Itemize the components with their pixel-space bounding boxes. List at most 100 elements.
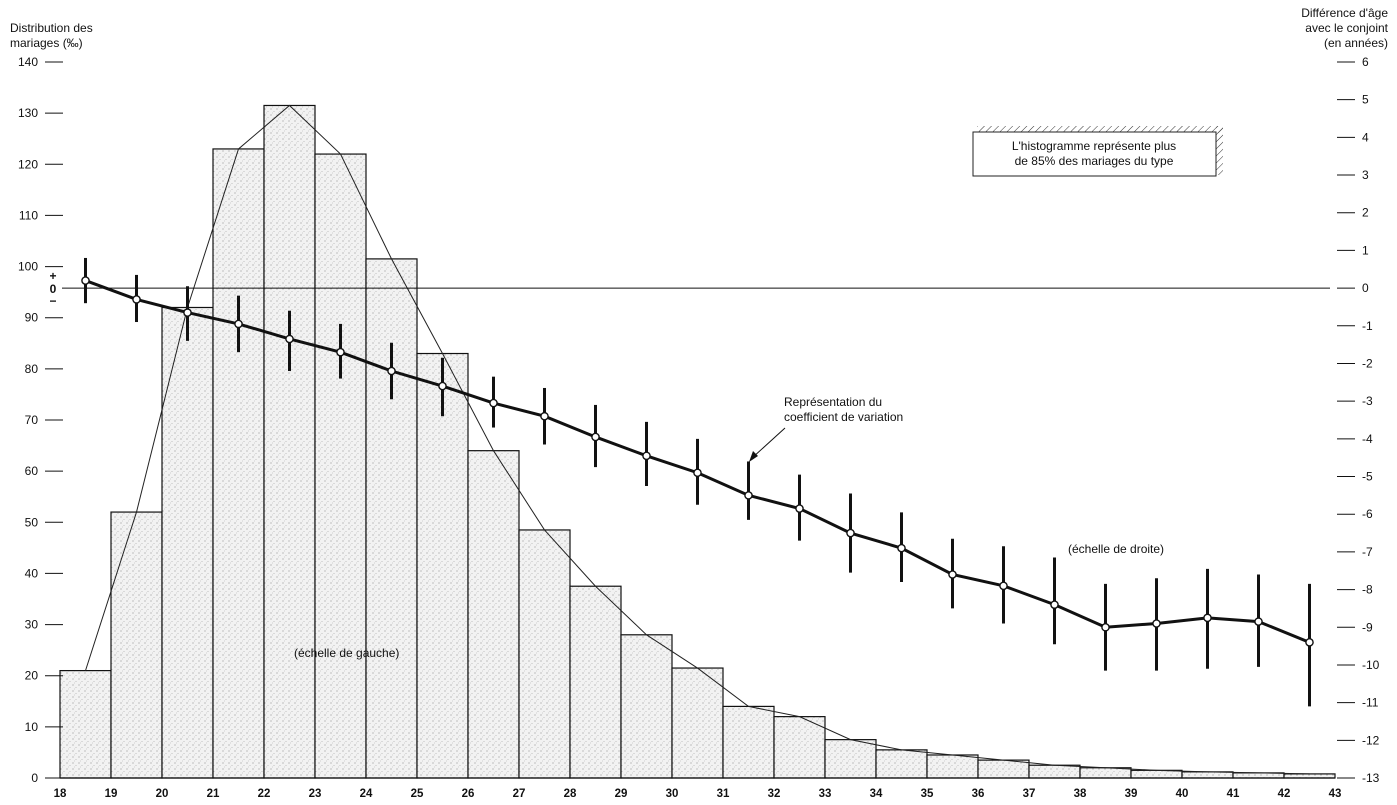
age-difference-point [285,334,294,344]
left-axis-label: Distribution des mariages (‰) [10,21,93,50]
right-axis-tick-label: -7 [1362,545,1373,559]
x-axis-tick-label: 28 [564,788,577,800]
x-axis-tick-label: 36 [972,788,985,800]
x-axis-tick-label: 22 [258,788,271,800]
right-axis-label-line-3: (en années) [1324,36,1388,50]
histogram-bar [722,705,775,779]
right-axis: 6 5 4 3 2 1 0 -1 -2 -3 -4 -5 -6 -7 -8 -9 -10 -11 -12 -13 [1337,55,1380,785]
histogram-bar [314,153,367,779]
zero-marker-minus: − [49,294,56,308]
age-difference-point [591,432,600,442]
right-axis-tick-label: 0 [1362,281,1369,295]
frequency-polygon [85,104,1310,775]
legend-hatch-right [1216,126,1223,175]
legend-box: L'histogramme représente plus de 85% des… [972,126,1223,177]
x-axis-tick-label: 24 [360,788,373,800]
left-axis-tick-label: 120 [18,157,38,171]
histogram-bar [1130,769,1183,779]
age-difference-point [132,295,141,304]
right-axis-tick-label: -11 [1362,696,1379,710]
right-axis-tick-label: -4 [1362,432,1373,446]
x-axis-tick-label: 23 [309,788,322,800]
histogram-bar [263,104,316,779]
x-axis-tick-label: 19 [105,788,118,800]
age-difference-point [438,381,447,391]
left-axis-tick-label: 80 [25,362,39,376]
right-axis-tick-label: -12 [1362,733,1380,747]
cv-label-arrowhead [749,451,758,462]
annotations: Représentation du coefficient de variati… [294,395,1164,660]
left-axis-tick-label: 90 [25,311,39,325]
histogram-bar [416,352,469,779]
histogram-bar [212,148,265,779]
x-axis-tick-label: 26 [462,788,475,800]
histogram-bar [773,716,826,779]
x-axis-tick-label: 29 [615,788,628,800]
age-difference-point [1101,622,1110,632]
x-axis-tick-label: 32 [768,788,781,800]
right-axis-tick-label: -9 [1362,620,1373,634]
left-axis-tick-label: 40 [25,566,39,580]
right-axis-tick-label: 3 [1362,168,1369,182]
age-difference-point [81,276,90,285]
x-axis-tick-label: 25 [411,788,424,800]
right-axis-tick-label: 4 [1362,130,1369,144]
histogram-bar [977,759,1030,779]
histogram-bar [365,258,418,779]
right-axis-tick-label: -2 [1362,356,1373,370]
age-difference-point [387,366,396,376]
left-axis-tick-label: 60 [25,464,39,478]
right-axis-tick-label: 6 [1362,55,1369,69]
right-axis-tick-label: -3 [1362,394,1373,408]
cv-label-line-1: Représentation du [784,395,882,409]
histogram-bar [569,585,622,779]
age-difference-point [999,581,1008,591]
histogram-bar [620,634,673,779]
histogram-bar [59,669,112,779]
histogram-bars [59,104,1336,779]
age-difference-point [183,308,192,317]
frequency-polygon-line [85,104,1310,775]
age-difference-point [1152,619,1161,628]
right-scale-label: (échelle de droite) [1068,542,1164,556]
right-axis-tick-label: -6 [1362,507,1373,521]
zero-marker-plus: + [49,269,56,283]
age-difference-point [1050,600,1059,609]
right-axis-label-line-1: Différence d'âge [1301,6,1388,20]
left-axis-tick-label: 50 [25,515,39,529]
histogram-bar [467,450,520,779]
left-axis-tick-label: 0 [31,771,38,785]
right-axis-tick-label: -5 [1362,470,1373,484]
age-difference-point [1305,638,1314,647]
left-axis-tick-label: 130 [18,106,38,120]
x-axis-tick-label: 30 [666,788,679,800]
cv-label-arrow-shaft [751,427,786,459]
left-axis-tick-label: 30 [25,618,39,632]
age-difference-point [489,398,498,408]
zero-marker-zero: 0 [50,282,57,296]
histogram-bar [1181,771,1234,779]
right-axis-tick-label: 5 [1362,93,1369,107]
left-axis-label-line-2: mariages (‰) [10,36,83,50]
age-difference-point [846,528,855,538]
right-axis-tick-label: -8 [1362,583,1373,597]
right-axis-tick-label: -13 [1362,771,1380,785]
right-axis-label-line-2: avec le conjoint [1305,21,1388,35]
age-difference-point [795,504,804,513]
right-axis-label: Différence d'âge avec le conjoint (en an… [1301,6,1388,50]
cv-label-line-2: coefficient de variation [784,410,903,424]
age-difference-point [897,543,906,553]
x-axis-tick-label: 40 [1176,788,1189,800]
age-difference-point [744,491,753,500]
age-difference-point [1203,613,1212,623]
x-axis-tick-label: 21 [207,788,220,800]
x-axis-tick-label: 39 [1125,788,1138,800]
right-axis-tick-label: 1 [1362,243,1369,257]
histogram-bar [671,667,724,779]
histogram-bar [1079,767,1132,779]
age-difference-point [540,411,549,421]
histogram-bar [875,749,928,779]
histogram-bar [110,511,163,779]
left-axis-tick-label: 70 [25,413,39,427]
